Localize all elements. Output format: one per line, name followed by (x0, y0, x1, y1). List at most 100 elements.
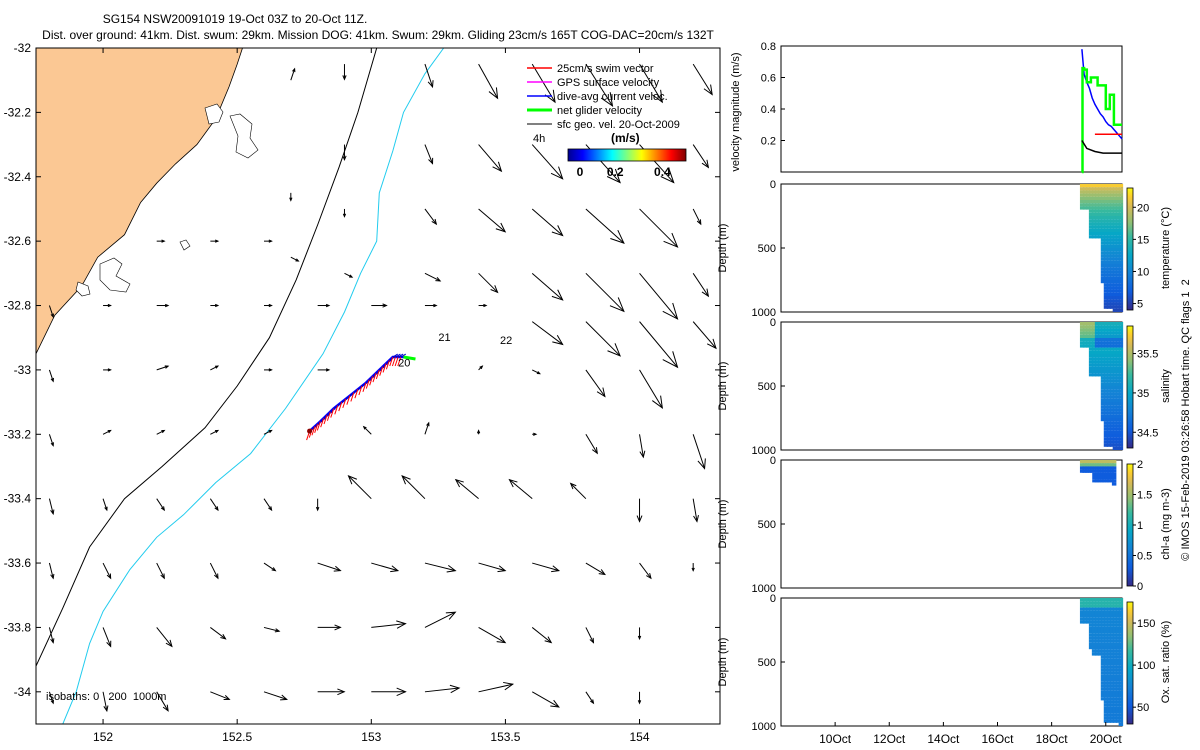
section-cell (1109, 267, 1115, 271)
section-cell (1118, 244, 1124, 248)
section-cell (1082, 463, 1087, 467)
map-ytick-label: -32.8 (4, 299, 32, 313)
section-ctick-label: 150 (1137, 618, 1155, 630)
section-cell (1109, 338, 1115, 342)
section-cell (1094, 344, 1100, 348)
section-cell (1118, 684, 1124, 688)
section-cell (1103, 241, 1109, 245)
section-cell (1106, 443, 1112, 447)
geo-vector-81 (691, 563, 695, 572)
section-cell (1106, 607, 1112, 611)
time-xtick-label: 16Oct (982, 732, 1015, 746)
geo-vector-13 (102, 691, 109, 713)
section-cell (1100, 206, 1106, 210)
section-cell (1115, 674, 1121, 678)
section-cell (1100, 232, 1106, 236)
section-cell (1106, 200, 1112, 204)
geo-vector-7 (103, 303, 112, 308)
section-cell (1100, 598, 1106, 602)
section-cell (1079, 344, 1085, 348)
land-lakes (75, 103, 259, 297)
section-cell (1094, 325, 1100, 329)
section-cell (1100, 626, 1106, 630)
section-cell (1109, 286, 1115, 290)
section-cell (1106, 472, 1112, 476)
section-cell (1109, 347, 1115, 351)
section-cell (1118, 437, 1124, 441)
section-cell (1115, 206, 1121, 210)
section-cell (1097, 184, 1103, 188)
section-cell (1103, 646, 1109, 650)
section-cell (1118, 257, 1124, 261)
section-cell (1085, 344, 1091, 348)
section-cell (1097, 334, 1103, 338)
section-cell (1106, 649, 1112, 653)
section-cell (1097, 196, 1103, 200)
section-cell (1094, 479, 1100, 483)
geo-vector-shaft (102, 627, 112, 647)
section-cell (1103, 414, 1109, 418)
section-cell (1102, 479, 1107, 483)
section-cell (1112, 614, 1118, 618)
section-cell (1118, 620, 1124, 624)
section-cell (1106, 350, 1112, 354)
geo-vector-67 (531, 627, 553, 644)
section-cell (1109, 610, 1115, 614)
section-cell (1088, 331, 1094, 335)
speed-colorbar (567, 148, 687, 162)
section-cell (1118, 366, 1124, 370)
section-cell (1085, 341, 1091, 345)
geo-vector-shaft (424, 144, 434, 164)
section-cell (1112, 437, 1118, 441)
section-cell (1103, 719, 1109, 723)
section-cell (1109, 322, 1115, 326)
section-cell (1103, 344, 1109, 348)
section-cell (1103, 690, 1109, 694)
section-cell (1092, 479, 1097, 483)
section-cell (1088, 370, 1094, 374)
section-cell (1085, 184, 1091, 188)
geo-vector-head (598, 569, 606, 576)
section-cell (1109, 341, 1115, 345)
section-cell (1109, 376, 1115, 380)
section-cell (1103, 655, 1109, 659)
section-ctick-label: 34.5 (1137, 427, 1158, 439)
section-cell (1111, 466, 1117, 470)
section-cell (1118, 655, 1124, 659)
geo-vector-head (107, 303, 112, 308)
section-cell (1091, 626, 1097, 630)
section-cell (1115, 244, 1121, 248)
section-cell (1091, 610, 1097, 614)
section-ctick-label: 100 (1137, 660, 1155, 672)
geo-vector-45 (362, 425, 372, 435)
section-cell (1109, 414, 1115, 418)
section-cell (1106, 610, 1112, 614)
map-ytick-label: -33.4 (4, 492, 32, 506)
geo-vector-shaft (478, 626, 506, 644)
section-cell (1115, 598, 1121, 602)
geo-vector-61 (478, 626, 507, 644)
section-cell (1115, 373, 1121, 377)
section-cell (1118, 716, 1124, 720)
section-cell (1109, 421, 1115, 425)
swim-vector-mark (311, 426, 316, 436)
section-cell (1118, 636, 1124, 640)
section-ctick-label: 1.5 (1137, 490, 1152, 502)
geo-vector-shaft (585, 63, 613, 107)
section-cell (1088, 225, 1094, 229)
geo-vector-shaft (585, 562, 606, 575)
section-cell (1109, 398, 1115, 402)
section-cell (1106, 690, 1112, 694)
geo-vector-head (703, 84, 713, 96)
section-cell (1112, 334, 1118, 338)
section-cell (1085, 334, 1091, 338)
geo-vector-shaft (102, 498, 108, 511)
swim-vector-mark (350, 392, 355, 402)
section-cell (1115, 328, 1121, 332)
section-cell (1115, 652, 1121, 656)
geo-vector-106 (585, 321, 621, 357)
section-cell (1115, 405, 1121, 409)
section-cell (1109, 630, 1115, 634)
section-cell (1118, 646, 1124, 650)
geo-vector-head (268, 239, 273, 243)
